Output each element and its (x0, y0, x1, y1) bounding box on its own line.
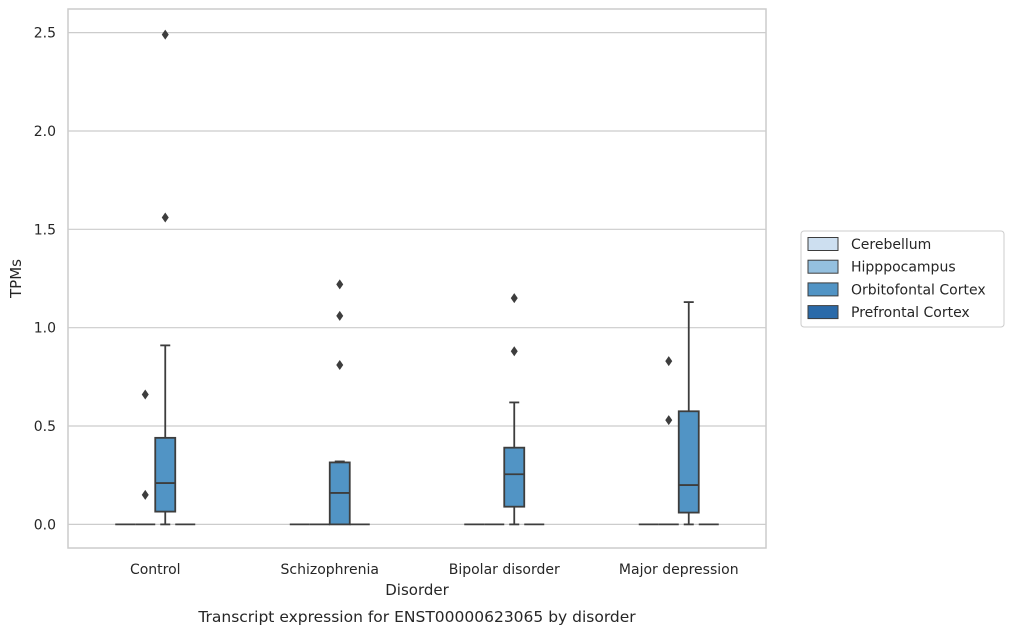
outlier-marker (665, 356, 673, 367)
y-tick-label: 0.0 (34, 517, 56, 533)
box-body (154, 436, 177, 513)
x-tick-label: Bipolar disorder (449, 562, 560, 578)
plot-frame (67, 8, 767, 549)
box-1-3 (658, 356, 679, 526)
legend-swatch (807, 237, 839, 251)
box-1-0 (135, 389, 156, 526)
y-tick-label: 2.0 (34, 124, 56, 140)
legend-swatch (807, 305, 839, 320)
y-tick-label: 0.5 (34, 419, 56, 435)
outlier-marker (141, 489, 149, 500)
outlier-marker (336, 310, 344, 321)
y-tick-label: 1.5 (34, 222, 56, 238)
y-axis-title: TPMs (7, 259, 25, 299)
y-tick-label: 1.0 (34, 321, 56, 337)
outlier-marker (510, 293, 518, 304)
boxes (115, 29, 719, 526)
outlier-marker (510, 346, 518, 357)
legend-label: Prefrontal Cortex (851, 305, 970, 321)
legend-label: Hipppocampus (851, 260, 956, 276)
x-tick-label: Major depression (619, 562, 739, 578)
legend-label: Orbitofontal Cortex (851, 282, 986, 298)
legend-swatch (807, 259, 839, 274)
outlier-marker (141, 389, 149, 400)
legend-label: Cerebellum (851, 237, 931, 253)
x-tick-label: Control (130, 562, 181, 578)
x-axis-title: Disorder (385, 581, 449, 599)
chart-caption: Transcript expression for ENST0000062306… (197, 608, 636, 626)
legend-swatch (807, 282, 839, 297)
outlier-marker (336, 360, 344, 371)
y-tick-label: 2.5 (34, 26, 56, 42)
box-2-2 (503, 293, 526, 526)
box-2-0 (154, 29, 177, 526)
x-tick-label: Schizophrenia (281, 562, 379, 578)
box-2-1 (328, 279, 351, 526)
outlier-marker (161, 212, 169, 223)
outlier-marker (161, 29, 169, 40)
legend: Cerebellum Hipppocampus Orbitofontal Corte… (800, 230, 1005, 328)
outlier-marker (665, 415, 673, 426)
box-body (677, 410, 700, 514)
box-body (503, 446, 526, 508)
x-axis-ticks: Control Schizophrenia Bipolar disorder Majo… (130, 562, 739, 578)
legend-frame (800, 230, 1005, 328)
box-2-3 (677, 301, 700, 526)
outlier-marker (336, 279, 344, 290)
y-axis-ticks: 0.0 0.5 1.0 1.5 2.0 2.5 (34, 26, 56, 534)
